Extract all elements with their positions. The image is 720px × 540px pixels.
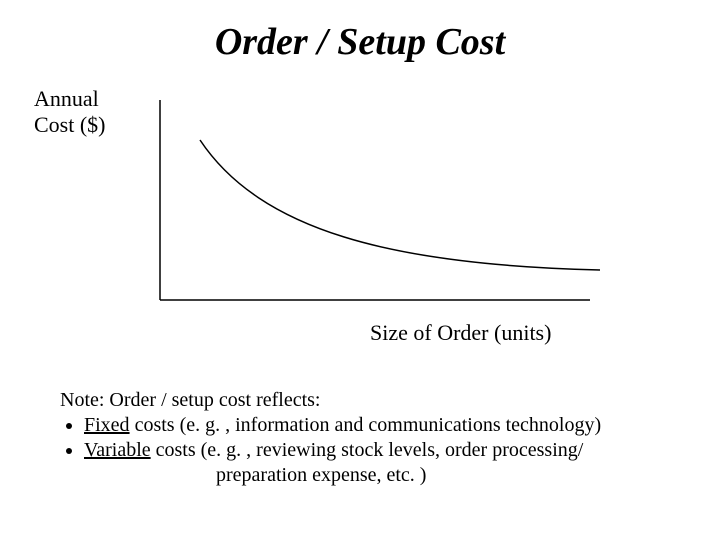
page-title: Order / Setup Cost	[0, 20, 720, 64]
cost-curve	[200, 140, 600, 270]
y-axis-label: Annual Cost ($)	[34, 86, 106, 139]
chart-svg	[140, 100, 620, 310]
x-axis-label: Size of Order (units)	[370, 320, 551, 346]
y-axis-label-line1: Annual	[34, 86, 99, 111]
variable-underline: Variable	[84, 439, 151, 461]
list-item: Variable costs (e. g. , reviewing stock …	[84, 438, 680, 463]
slide-page: Order / Setup Cost Annual Cost ($) Size …	[0, 0, 720, 540]
list-item: Fixed costs (e. g. , information and com…	[84, 413, 680, 438]
cost-curve-chart	[140, 100, 620, 310]
notes-header: Note: Order / setup cost reflects:	[60, 388, 680, 413]
bullet2-continuation: preparation expense, etc. )	[60, 463, 680, 488]
bullet1-text: costs (e. g. , information and communica…	[130, 414, 602, 436]
notes-block: Note: Order / setup cost reflects: Fixed…	[60, 388, 680, 488]
fixed-underline: Fixed	[84, 414, 130, 436]
notes-list: Fixed costs (e. g. , information and com…	[60, 413, 680, 463]
bullet2-text: costs (e. g. , reviewing stock levels, o…	[151, 439, 584, 461]
y-axis-label-line2: Cost ($)	[34, 112, 106, 137]
